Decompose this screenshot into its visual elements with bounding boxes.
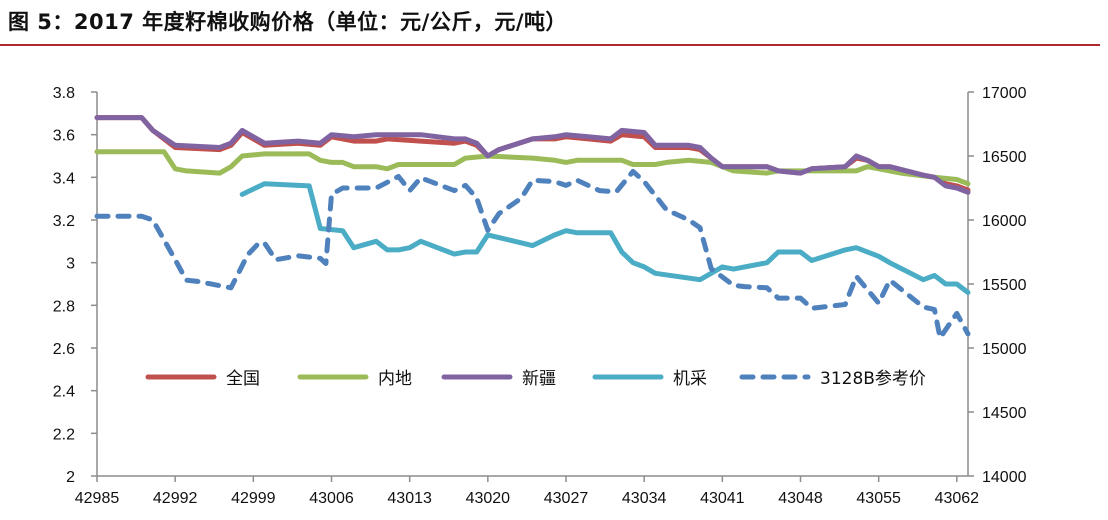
series-line-3 bbox=[94, 115, 971, 195]
x-tick-label: 42999 bbox=[231, 490, 276, 507]
legend-label: 内地 bbox=[378, 369, 412, 389]
left-tick-label: 2.8 bbox=[53, 298, 75, 315]
right-tick-label: 15000 bbox=[982, 341, 1027, 358]
left-tick-label: 3.6 bbox=[53, 128, 75, 145]
x-tick-label: 43006 bbox=[309, 490, 354, 507]
left-tick-label: 2.4 bbox=[53, 384, 75, 401]
left-tick-label: 2.6 bbox=[53, 341, 75, 358]
x-tick-label: 43027 bbox=[544, 490, 589, 507]
left-tick-label: 3.4 bbox=[53, 170, 75, 187]
left-tick-label: 3.2 bbox=[53, 213, 75, 230]
x-tick-label: 42985 bbox=[75, 490, 120, 507]
right-tick-label: 17000 bbox=[982, 85, 1027, 102]
x-tick-label: 43013 bbox=[387, 490, 432, 507]
right-tick-label: 16500 bbox=[982, 149, 1027, 166]
title-underline bbox=[0, 44, 1100, 46]
left-tick-label: 3 bbox=[66, 256, 75, 273]
x-tick-label: 43034 bbox=[622, 490, 667, 507]
x-tick-label: 42992 bbox=[153, 490, 198, 507]
x-tick-label: 43041 bbox=[700, 490, 745, 507]
chart-title: 图 5：2017 年度籽棉收购价格（单位：元/公斤，元/吨） bbox=[8, 10, 568, 34]
x-tick-label: 43062 bbox=[935, 490, 980, 507]
legend-label: 机采 bbox=[673, 369, 707, 389]
legend-label: 新疆 bbox=[522, 369, 556, 389]
right-tick-label: 14000 bbox=[982, 469, 1027, 486]
left-tick-label: 3.8 bbox=[53, 85, 75, 102]
x-tick-label: 43055 bbox=[856, 490, 901, 507]
right-tick-label: 15500 bbox=[982, 277, 1027, 294]
left-tick-label: 2.2 bbox=[53, 426, 75, 443]
right-tick-label: 16000 bbox=[982, 213, 1027, 230]
legend-label: 3128B参考价 bbox=[820, 369, 926, 389]
right-tick-label: 14500 bbox=[982, 405, 1027, 422]
x-tick-label: 43020 bbox=[466, 490, 511, 507]
left-tick-label: 2 bbox=[66, 469, 75, 486]
series-line-4 bbox=[239, 181, 971, 295]
series-line-5 bbox=[94, 168, 971, 341]
x-tick-label: 43048 bbox=[778, 490, 823, 507]
series-line-1 bbox=[94, 115, 971, 193]
legend-label: 全国 bbox=[226, 369, 260, 389]
